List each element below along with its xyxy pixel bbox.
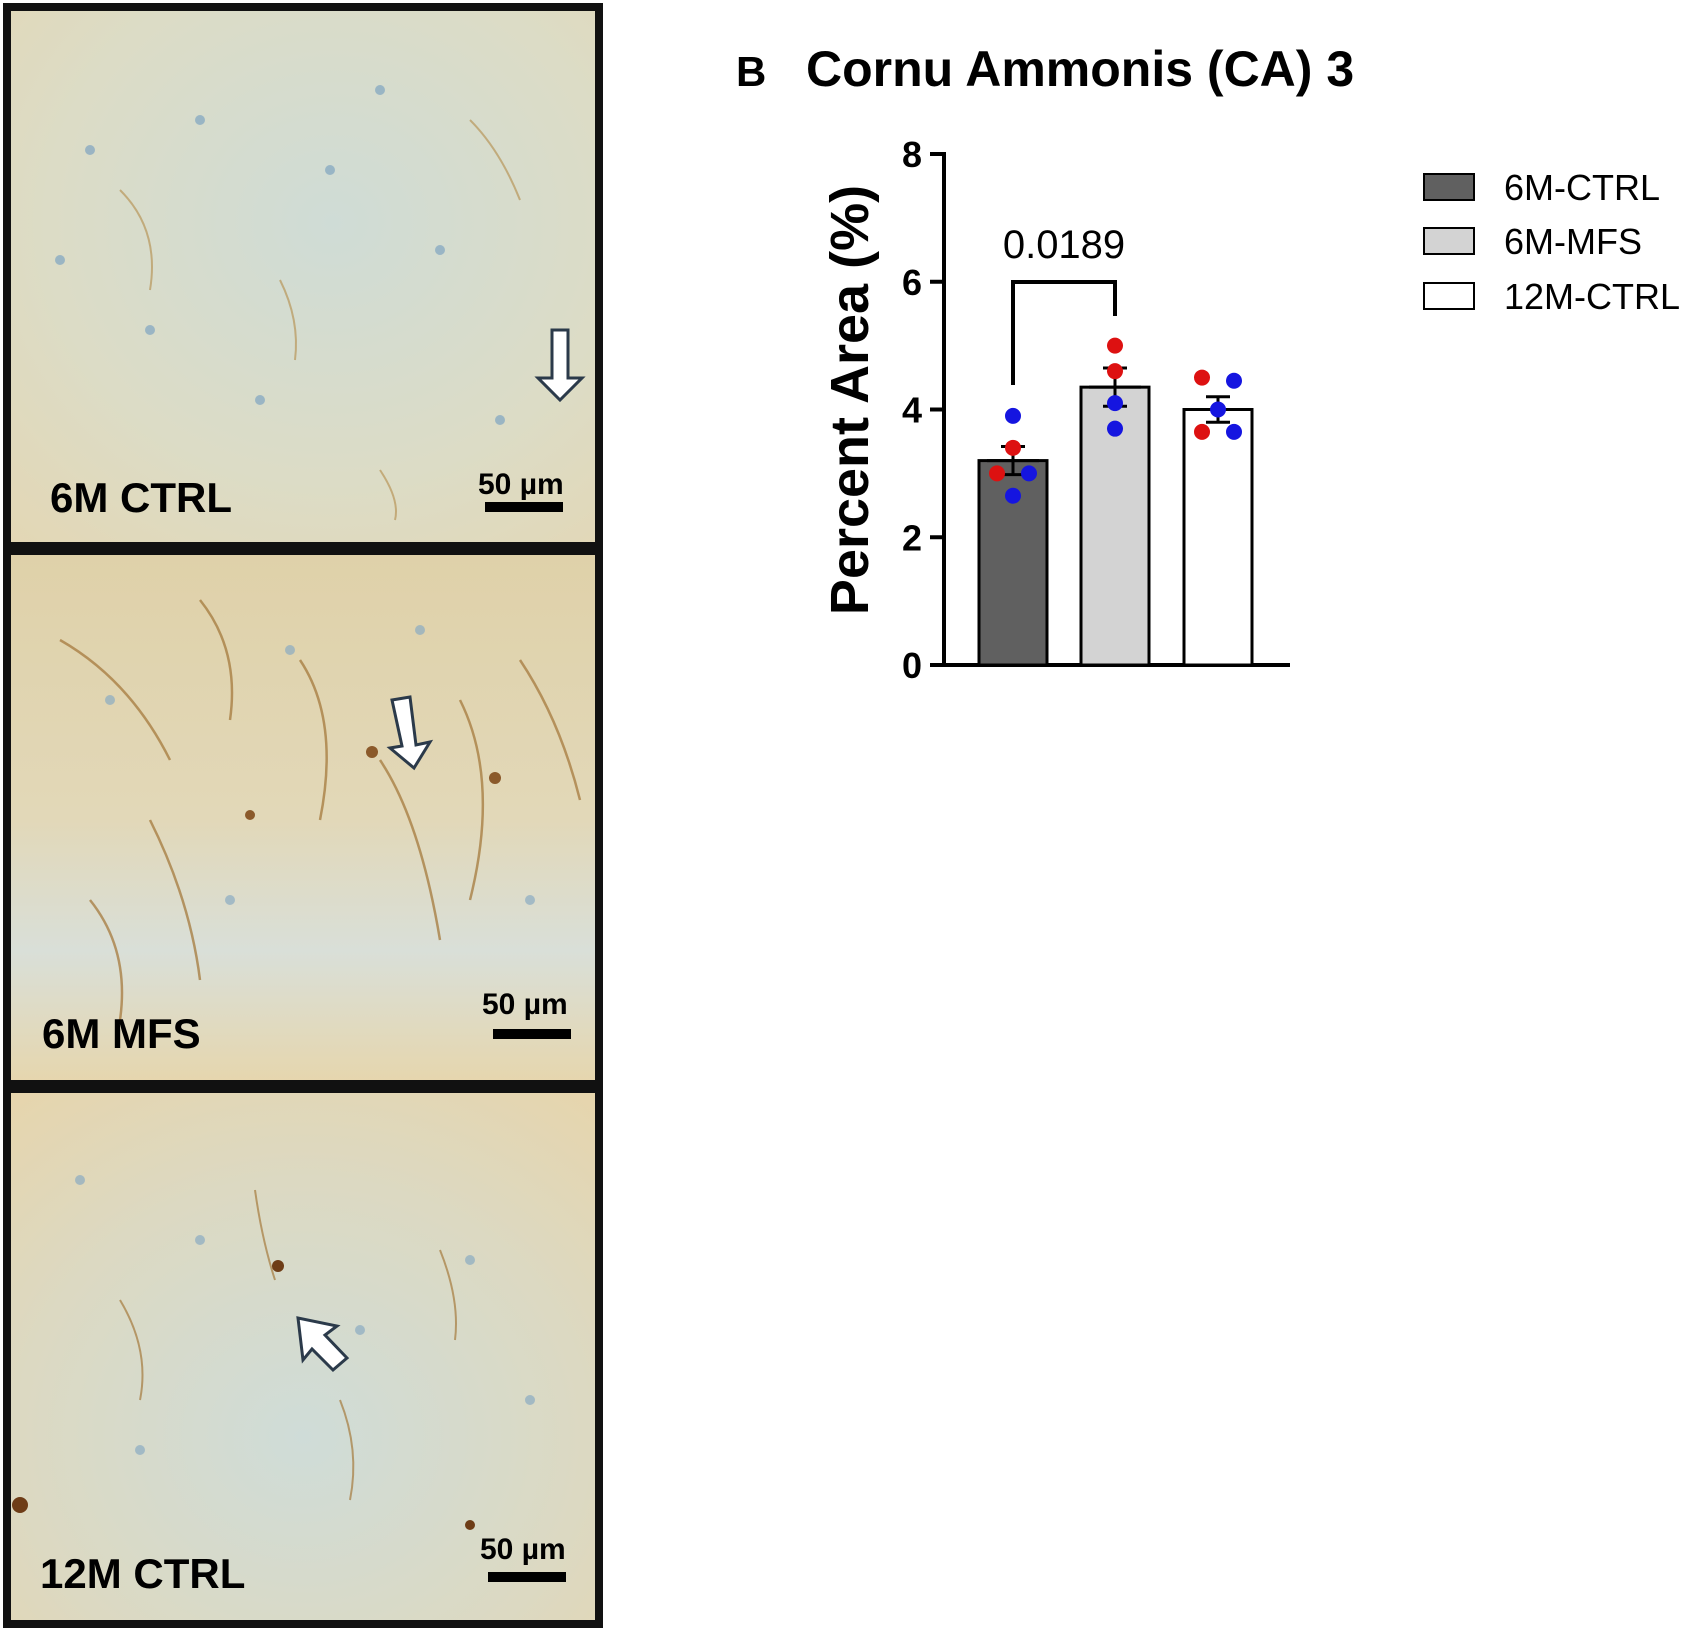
- bar: [1182, 408, 1254, 667]
- legend-swatch: [1423, 173, 1475, 201]
- arrow-icon: [386, 695, 434, 771]
- data-point: [1194, 369, 1210, 386]
- data-point: [989, 465, 1005, 482]
- data-point: [1226, 372, 1242, 389]
- legend-label: 6M-CTRL: [1504, 167, 1660, 208]
- micrograph-frame: [3, 547, 603, 1088]
- legend-swatch: [1423, 282, 1475, 310]
- scale-bar: [488, 1572, 566, 1582]
- legend-item-6m-ctrl: 6M-CTRL: [1423, 167, 1660, 208]
- micrograph-6m-mfs: 6M MFS 50 µm: [3, 547, 603, 1088]
- scale-bar: [485, 502, 563, 512]
- data-point: [1210, 401, 1226, 418]
- bar-chart: Percent Area (%) 0 2 4 6 8 0.0189: [820, 134, 1290, 686]
- data-point: [1107, 363, 1123, 380]
- legend: 6M-CTRL 6M-MFS 12M-CTRL: [1423, 167, 1680, 317]
- data-point: [1107, 337, 1123, 354]
- data-point: [1021, 465, 1037, 482]
- micrograph-6m-ctrl: 6M CTRL 50 µm: [3, 3, 603, 550]
- data-point: [1194, 423, 1210, 440]
- arrow-icon: [296, 1316, 350, 1373]
- data-point: [1005, 407, 1021, 424]
- p-value-label: 0.0189: [1003, 223, 1125, 267]
- y-tick-label: 8: [902, 134, 922, 175]
- data-point: [1005, 439, 1021, 456]
- legend-label: 12M-CTRL: [1504, 276, 1680, 317]
- legend-label: 6M-MFS: [1504, 221, 1642, 262]
- comparison-bracket: [1011, 280, 1117, 385]
- micrograph-label: 12M CTRL: [40, 1550, 245, 1597]
- y-tick-label: 2: [902, 517, 922, 558]
- data-point: [1005, 487, 1021, 504]
- scale-bar: [493, 1029, 571, 1039]
- scale-bar-label: 50 µm: [482, 988, 568, 1021]
- arrow-icon: [534, 328, 586, 403]
- micrograph-12m-ctrl: 12M CTRL 50 µm: [3, 1085, 603, 1628]
- scale-bar-label: 50 µm: [478, 468, 564, 501]
- data-point: [1107, 420, 1123, 437]
- legend-swatch: [1423, 227, 1475, 255]
- data-point: [1107, 395, 1123, 412]
- panel-b-letter: B: [736, 48, 766, 95]
- chart-title: Cornu Ammonis (CA) 3: [806, 41, 1354, 97]
- micrograph-label: 6M CTRL: [50, 474, 232, 521]
- micrograph-label: 6M MFS: [42, 1010, 201, 1057]
- y-axis-label: Percent Area (%): [820, 185, 880, 615]
- y-tick-label: 6: [902, 262, 922, 303]
- y-tick-label: 4: [902, 390, 922, 431]
- legend-item-12m-ctrl: 12M-CTRL: [1423, 276, 1680, 317]
- data-point: [1226, 423, 1242, 440]
- micrograph-frame: [3, 3, 603, 550]
- legend-item-6m-mfs: 6M-MFS: [1423, 221, 1642, 262]
- y-tick-label: 0: [902, 645, 922, 686]
- scale-bar-label: 50 µm: [480, 1533, 566, 1566]
